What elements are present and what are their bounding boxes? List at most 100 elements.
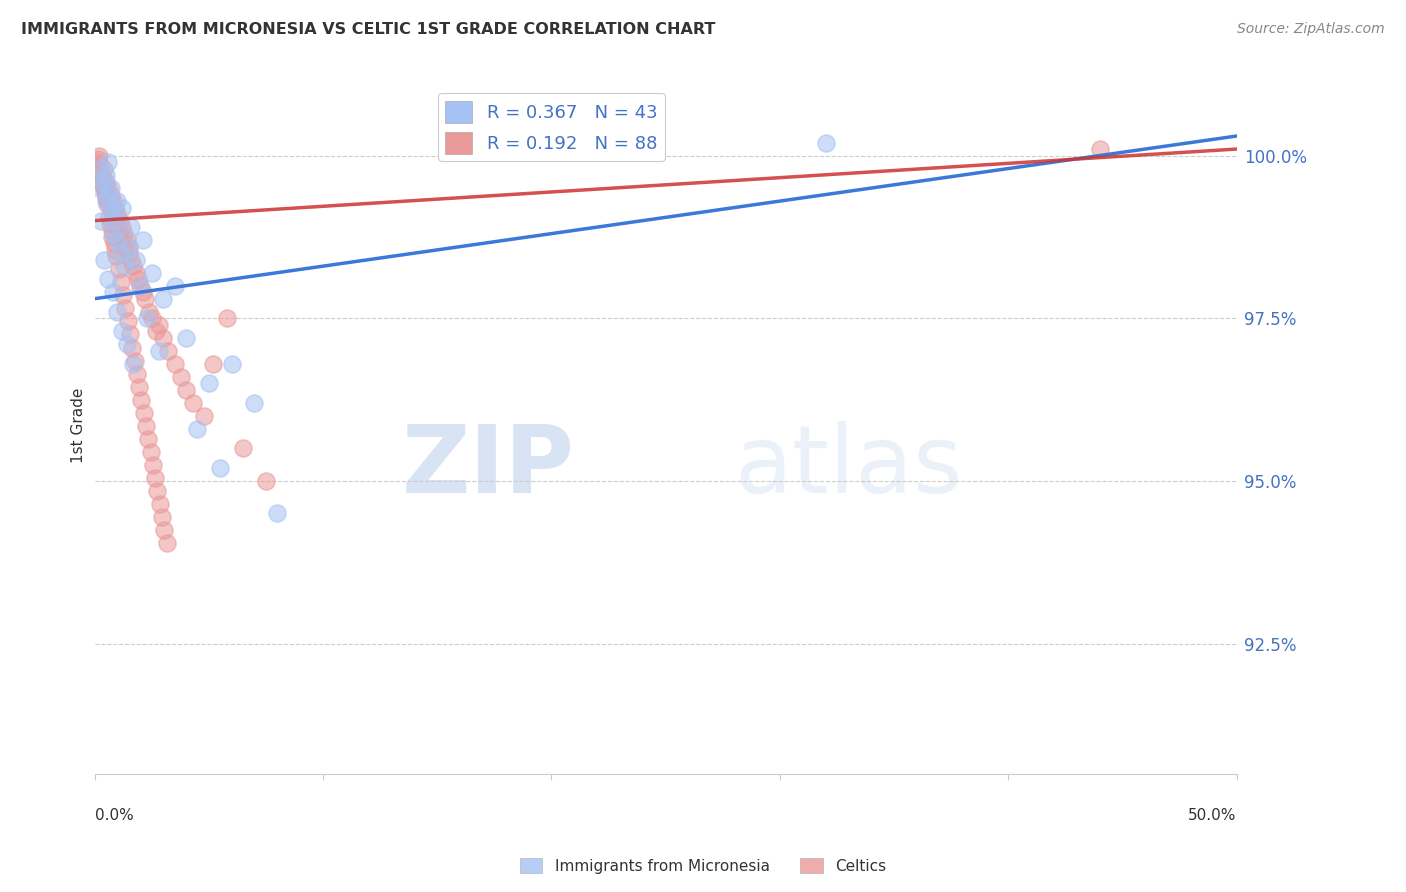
Point: [107, 194, 129, 208]
Point: [90, 175, 112, 189]
Point: [107, 220, 129, 235]
Point: [90, 213, 112, 227]
Point: [131, 233, 153, 247]
Point: [155, 535, 177, 549]
Point: [141, 266, 163, 280]
Point: [131, 285, 153, 300]
Point: [110, 276, 132, 290]
Point: [138, 304, 160, 318]
Point: [97, 272, 120, 286]
Point: [136, 311, 159, 326]
Point: [1088, 142, 1111, 156]
Text: ZIP: ZIP: [401, 421, 574, 514]
Point: [174, 331, 197, 345]
Point: [104, 201, 127, 215]
Point: [89, 181, 111, 195]
Point: [115, 233, 138, 247]
Point: [266, 507, 288, 521]
Point: [129, 278, 152, 293]
Point: [115, 337, 138, 351]
Point: [141, 311, 163, 326]
Point: [132, 406, 155, 420]
Point: [100, 201, 122, 215]
Point: [163, 278, 186, 293]
Point: [93, 252, 115, 267]
Point: [97, 187, 120, 202]
Point: [90, 165, 112, 179]
Point: [107, 233, 129, 247]
Point: [120, 252, 142, 267]
Point: [94, 168, 117, 182]
Point: [97, 155, 120, 169]
Point: [127, 272, 149, 286]
Point: [146, 483, 169, 498]
Point: [118, 240, 141, 254]
Point: [121, 341, 143, 355]
Point: [243, 396, 266, 410]
Point: [128, 379, 150, 393]
Point: [112, 240, 135, 254]
Point: [118, 240, 141, 254]
Point: [193, 409, 215, 423]
Point: [814, 136, 837, 150]
Text: IMMIGRANTS FROM MICRONESIA VS CELTIC 1ST GRADE CORRELATION CHART: IMMIGRANTS FROM MICRONESIA VS CELTIC 1ST…: [21, 22, 716, 37]
Point: [181, 396, 204, 410]
Text: 50.0%: 50.0%: [1188, 808, 1237, 823]
Point: [89, 158, 111, 172]
Point: [112, 227, 135, 241]
Point: [150, 509, 173, 524]
Point: [254, 474, 277, 488]
Point: [142, 458, 165, 472]
Point: [93, 161, 115, 176]
Point: [152, 331, 174, 345]
Point: [202, 357, 225, 371]
Point: [87, 152, 110, 166]
Point: [125, 367, 148, 381]
Point: [97, 194, 120, 208]
Point: [108, 246, 131, 260]
Text: Source: ZipAtlas.com: Source: ZipAtlas.com: [1237, 22, 1385, 37]
Point: [96, 197, 118, 211]
Point: [118, 246, 141, 260]
Legend: R = 0.367   N = 43, R = 0.192   N = 88: R = 0.367 N = 43, R = 0.192 N = 88: [439, 94, 665, 161]
Point: [94, 184, 117, 198]
Point: [143, 470, 166, 484]
Point: [101, 227, 124, 241]
Point: [86, 155, 108, 169]
Point: [104, 213, 127, 227]
Point: [107, 262, 129, 277]
Point: [107, 304, 129, 318]
Legend: Immigrants from Micronesia, Celtics: Immigrants from Micronesia, Celtics: [513, 852, 893, 880]
Point: [112, 259, 135, 273]
Point: [186, 422, 208, 436]
Point: [101, 207, 124, 221]
Point: [112, 288, 135, 302]
Point: [129, 278, 152, 293]
Point: [136, 432, 159, 446]
Point: [108, 213, 131, 227]
Point: [111, 220, 134, 235]
Point: [100, 187, 122, 202]
Point: [156, 343, 179, 358]
Point: [104, 243, 127, 257]
Text: 0.0%: 0.0%: [94, 808, 134, 823]
Point: [101, 285, 124, 300]
Point: [89, 161, 111, 176]
Point: [215, 311, 238, 326]
Point: [91, 178, 114, 192]
Point: [134, 292, 156, 306]
Point: [94, 191, 117, 205]
Point: [94, 187, 117, 202]
Point: [101, 207, 124, 221]
Point: [117, 314, 139, 328]
Point: [103, 236, 125, 251]
Point: [125, 266, 148, 280]
Point: [197, 376, 219, 391]
Point: [93, 181, 115, 195]
Point: [122, 259, 145, 273]
Point: [104, 213, 127, 227]
Point: [163, 357, 186, 371]
Point: [90, 161, 112, 176]
Point: [149, 497, 172, 511]
Point: [93, 175, 115, 189]
